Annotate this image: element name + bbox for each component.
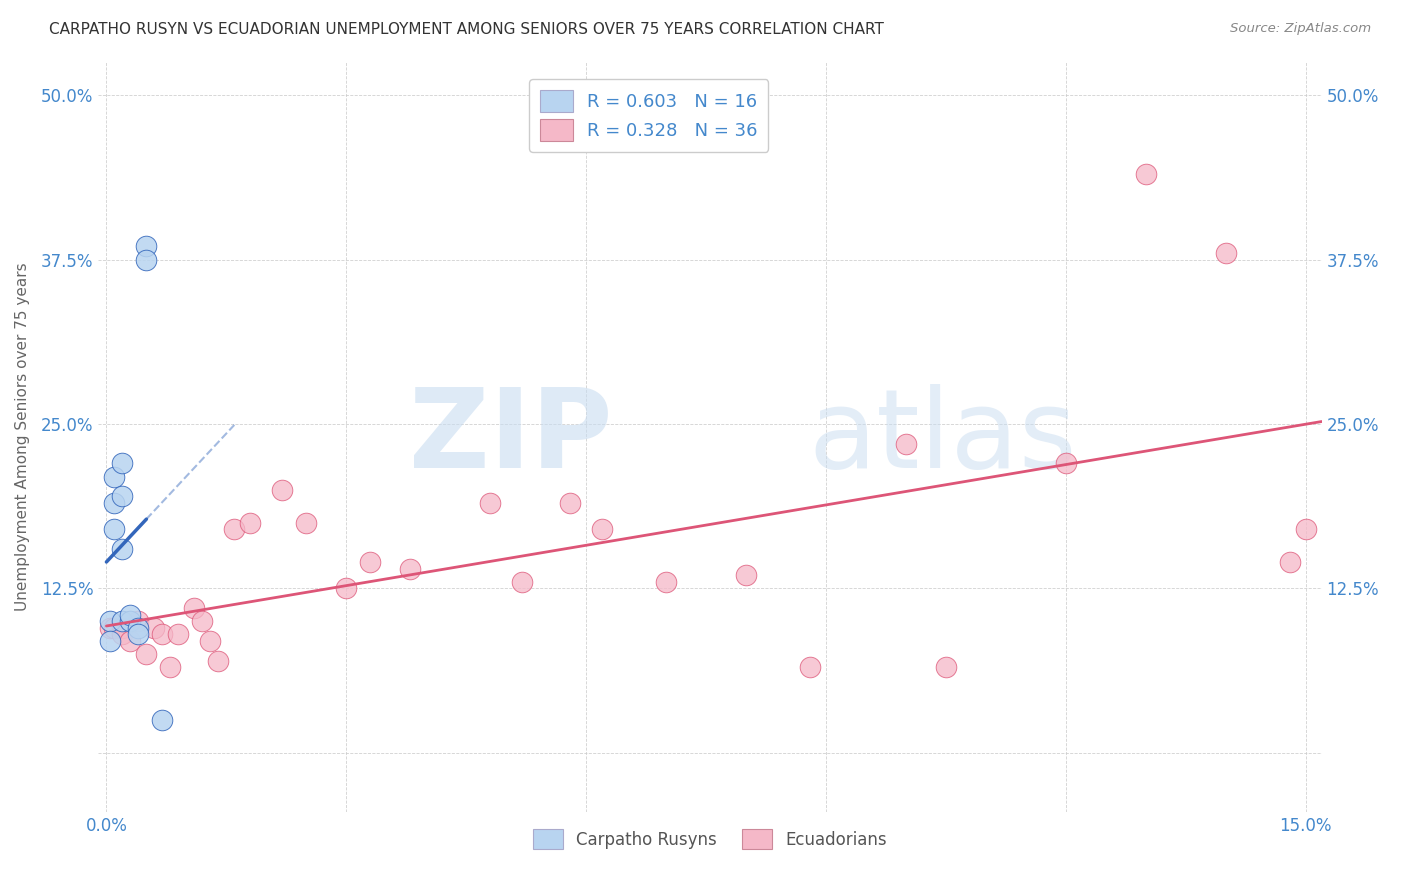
Y-axis label: Unemployment Among Seniors over 75 years: Unemployment Among Seniors over 75 years <box>15 263 30 611</box>
Point <box>103 522 125 536</box>
Point <box>200 633 222 648</box>
Point <box>167 627 190 641</box>
Point <box>224 522 246 536</box>
Point <box>150 713 173 727</box>
Point <box>159 660 181 674</box>
Point <box>111 541 134 556</box>
Point <box>1278 555 1301 569</box>
Point <box>103 469 125 483</box>
Point <box>359 555 381 569</box>
Point <box>510 574 533 589</box>
Point <box>120 633 142 648</box>
Point <box>558 496 581 510</box>
Point <box>135 647 157 661</box>
Point <box>271 483 294 497</box>
Point <box>127 621 149 635</box>
Text: atlas: atlas <box>808 384 1077 491</box>
Point <box>335 581 357 595</box>
Point <box>100 621 122 635</box>
Point <box>799 660 821 674</box>
Point <box>183 601 205 615</box>
Point <box>111 614 134 628</box>
Point <box>111 489 134 503</box>
Point <box>103 496 125 510</box>
Point <box>894 436 917 450</box>
Point <box>591 522 613 536</box>
Text: Source: ZipAtlas.com: Source: ZipAtlas.com <box>1230 22 1371 36</box>
Point <box>239 516 262 530</box>
Point <box>399 561 422 575</box>
Point <box>100 614 122 628</box>
Point <box>1295 522 1317 536</box>
Point <box>479 496 502 510</box>
Text: CARPATHO RUSYN VS ECUADORIAN UNEMPLOYMENT AMONG SENIORS OVER 75 YEARS CORRELATIO: CARPATHO RUSYN VS ECUADORIAN UNEMPLOYMEN… <box>49 22 884 37</box>
Point <box>111 621 134 635</box>
Point <box>735 568 758 582</box>
Point <box>111 456 134 470</box>
Point <box>150 627 173 641</box>
Point <box>127 627 149 641</box>
Legend: Carpatho Rusyns, Ecuadorians: Carpatho Rusyns, Ecuadorians <box>526 822 894 855</box>
Point <box>143 621 166 635</box>
Point <box>1135 167 1157 181</box>
Point <box>1215 246 1237 260</box>
Point <box>111 627 134 641</box>
Point <box>655 574 678 589</box>
Point <box>191 614 214 628</box>
Point <box>135 252 157 267</box>
Point <box>935 660 957 674</box>
Point <box>103 621 125 635</box>
Point <box>207 654 229 668</box>
Point <box>100 633 122 648</box>
Point <box>1054 456 1077 470</box>
Point <box>120 614 142 628</box>
Point <box>127 614 149 628</box>
Point <box>135 239 157 253</box>
Point <box>120 607 142 622</box>
Text: ZIP: ZIP <box>409 384 612 491</box>
Point <box>295 516 318 530</box>
